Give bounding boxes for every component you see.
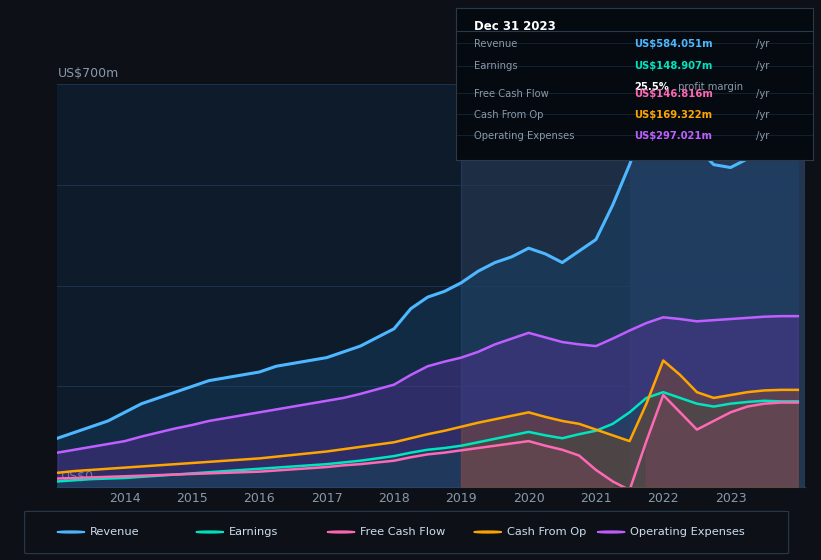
Bar bbox=[630, 84, 805, 487]
Text: US$148.907m: US$148.907m bbox=[635, 62, 713, 71]
Text: Free Cash Flow: Free Cash Flow bbox=[360, 527, 446, 537]
Circle shape bbox=[474, 531, 502, 533]
Text: Earnings: Earnings bbox=[474, 62, 517, 71]
Text: Operating Expenses: Operating Expenses bbox=[474, 131, 574, 141]
Text: US$0: US$0 bbox=[62, 470, 94, 483]
Bar bbox=[461, 84, 805, 487]
Circle shape bbox=[196, 531, 224, 533]
Circle shape bbox=[597, 531, 625, 533]
FancyBboxPatch shape bbox=[25, 511, 789, 554]
Text: Cash From Op: Cash From Op bbox=[474, 110, 543, 120]
Text: /yr: /yr bbox=[755, 131, 769, 141]
Text: /yr: /yr bbox=[755, 39, 769, 49]
Text: Revenue: Revenue bbox=[474, 39, 517, 49]
Text: Revenue: Revenue bbox=[90, 527, 140, 537]
Text: Cash From Op: Cash From Op bbox=[507, 527, 586, 537]
Text: US$169.322m: US$169.322m bbox=[635, 110, 713, 120]
Text: US$146.816m: US$146.816m bbox=[635, 88, 713, 99]
Text: /yr: /yr bbox=[755, 62, 769, 71]
Circle shape bbox=[327, 531, 355, 533]
Text: Operating Expenses: Operating Expenses bbox=[631, 527, 745, 537]
Text: /yr: /yr bbox=[755, 88, 769, 99]
Text: 25.5%: 25.5% bbox=[635, 82, 669, 92]
Text: US$700m: US$700m bbox=[57, 67, 119, 80]
Text: Earnings: Earnings bbox=[229, 527, 278, 537]
Text: profit margin: profit margin bbox=[676, 82, 744, 92]
Text: US$584.051m: US$584.051m bbox=[635, 39, 713, 49]
Text: US$297.021m: US$297.021m bbox=[635, 131, 713, 141]
Text: /yr: /yr bbox=[755, 110, 769, 120]
Circle shape bbox=[57, 531, 85, 533]
Text: Dec 31 2023: Dec 31 2023 bbox=[474, 21, 555, 34]
Text: Free Cash Flow: Free Cash Flow bbox=[474, 88, 548, 99]
